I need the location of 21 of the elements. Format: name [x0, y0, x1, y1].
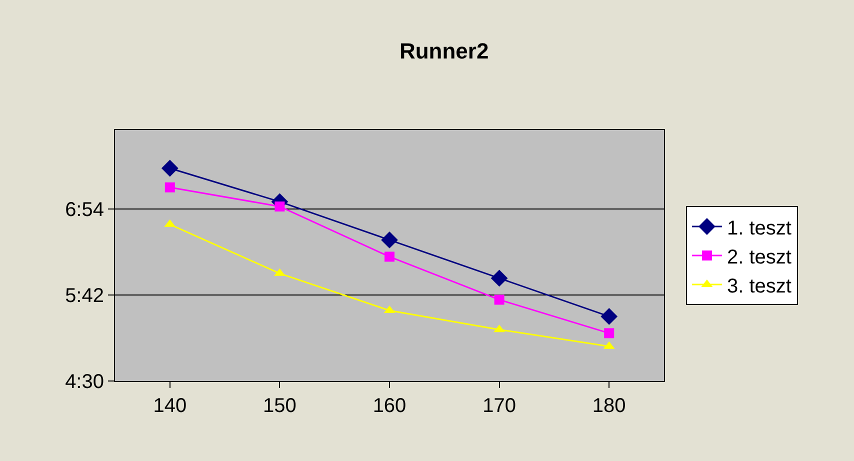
x-tick-label: 170 — [482, 395, 516, 417]
legend-label: 3. teszt — [726, 275, 792, 298]
y-tick-label: 4:30 — [65, 371, 104, 393]
point — [164, 182, 175, 192]
x-tick-label: 140 — [153, 395, 187, 417]
y-tick-label: 6:54 — [65, 198, 104, 221]
y-tick-label: 5:42 — [65, 284, 104, 307]
point — [161, 160, 178, 177]
point — [600, 308, 618, 325]
x-tick-label: 180 — [592, 395, 626, 417]
point — [490, 270, 508, 287]
point — [274, 202, 285, 212]
legend-label: 1. teszt — [726, 217, 792, 240]
point — [384, 252, 394, 262]
x-tick-label: 150 — [263, 395, 296, 417]
point — [604, 328, 614, 338]
point — [381, 232, 398, 248]
chart-title: Runner2 — [399, 38, 489, 64]
point — [494, 294, 504, 305]
legend-label: 2. teszt — [726, 246, 792, 268]
x-tick-label: 160 — [372, 395, 406, 417]
